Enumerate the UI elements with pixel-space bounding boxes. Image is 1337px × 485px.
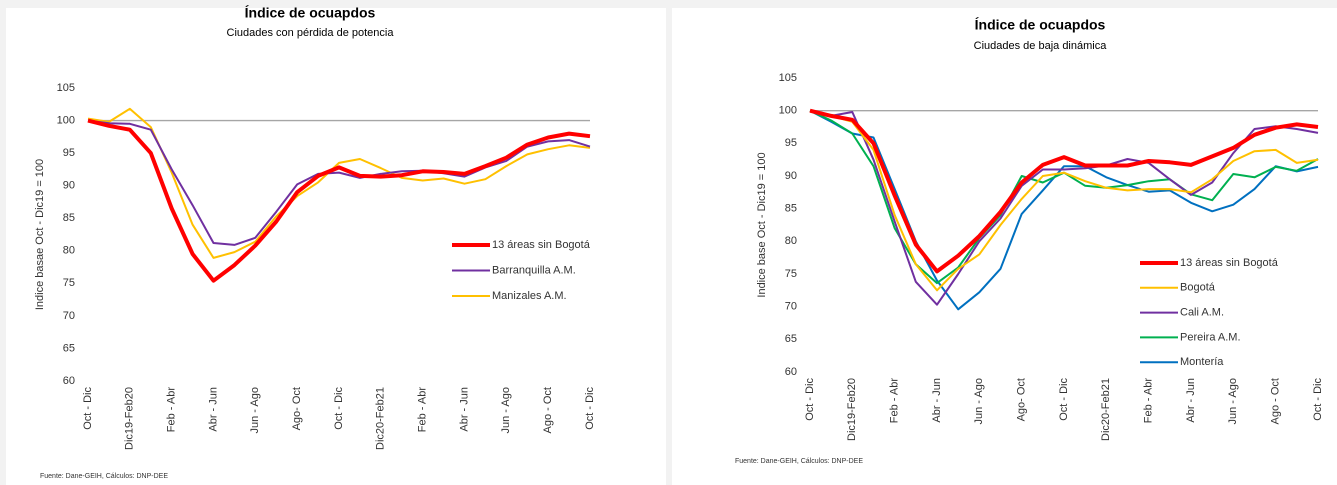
series-line <box>87 118 591 283</box>
series-line <box>809 108 1319 274</box>
x-tick-label: Jun - Ago <box>973 378 985 424</box>
y-tick-label: 80 <box>785 235 797 247</box>
y-tick-label: 65 <box>63 342 75 354</box>
source-note: Fuente: Dane-GEIH, Cálculos: DNP-DEE <box>735 458 863 465</box>
x-tick-label: Ago- Oct <box>1016 378 1028 421</box>
legend-label: Montería <box>1180 356 1224 368</box>
y-tick-label: 105 <box>57 82 75 94</box>
x-tick-label: Dic20-Feb21 <box>1100 378 1112 441</box>
x-tick-label: Jun - Ago <box>500 387 512 433</box>
y-tick-label: 85 <box>785 203 797 215</box>
right-panel <box>672 8 1337 485</box>
y-axis-label: Indice basae Oct - Dic19 = 100 <box>34 159 46 310</box>
chart-title: Índice de ocuapdos <box>975 17 1106 33</box>
y-tick-label: 100 <box>779 105 797 117</box>
x-tick-label: Abr - Jun <box>458 387 470 432</box>
x-tick-label: Abr - Jun <box>207 387 219 432</box>
y-tick-label: 60 <box>63 375 75 387</box>
x-tick-label: Oct - Dic <box>82 387 94 430</box>
left-panel <box>6 8 666 485</box>
legend-label: Barranquilla A.M. <box>492 264 576 276</box>
y-tick-label: 90 <box>63 180 75 192</box>
x-tick-label: Oct - Dic <box>1312 378 1324 421</box>
x-tick-label: Feb - Abr <box>1143 378 1155 424</box>
x-tick-label: Dic19-Feb20 <box>846 378 858 441</box>
x-tick-label: Oct - Dic <box>584 387 596 430</box>
y-tick-label: 90 <box>785 170 797 182</box>
source-note: Fuente: Dane-GEIH, Cálculos: DNP-DEE <box>40 473 168 480</box>
x-tick-label: Dic20-Feb21 <box>375 387 387 450</box>
y-tick-label: 65 <box>785 333 797 345</box>
x-tick-label: Feb - Abr <box>417 387 429 433</box>
series-line <box>809 109 1319 292</box>
legend-label: Pereira A.M. <box>1180 331 1241 343</box>
x-tick-label: Dic19-Feb20 <box>124 387 136 450</box>
legend-label: 13 áreas sin Bogotá <box>492 239 591 251</box>
legend-label: Manizales A.M. <box>492 290 567 302</box>
x-tick-label: Abr - Jun <box>1185 378 1197 423</box>
y-tick-label: 75 <box>785 268 797 280</box>
x-tick-label: Ago - Oct <box>542 387 554 433</box>
series-line <box>809 109 1319 311</box>
y-tick-label: 85 <box>63 212 75 224</box>
y-tick-label: 70 <box>785 301 797 313</box>
x-tick-label: Feb - Abr <box>166 387 178 433</box>
y-tick-label: 60 <box>785 366 797 378</box>
x-tick-label: Oct - Dic <box>804 378 816 421</box>
chart-subtitle: Ciudades de baja dinámica <box>974 40 1108 52</box>
y-tick-label: 75 <box>63 277 75 289</box>
series-line <box>87 119 591 246</box>
x-tick-label: Ago - Oct <box>1270 378 1282 424</box>
chart-title: Índice de ocuapdos <box>245 5 376 21</box>
y-tick-label: 95 <box>63 147 75 159</box>
legend-label: Cali A.M. <box>1180 307 1224 319</box>
x-tick-label: Jun - Ago <box>249 387 261 433</box>
series-line <box>87 107 591 259</box>
legend-label: Bogotá <box>1180 282 1216 294</box>
y-tick-label: 105 <box>779 72 797 84</box>
x-tick-label: Ago- Oct <box>291 387 303 430</box>
x-tick-label: Oct - Dic <box>1058 378 1070 421</box>
x-tick-label: Abr - Jun <box>931 378 943 423</box>
y-tick-label: 95 <box>785 137 797 149</box>
x-tick-label: Feb - Abr <box>889 378 901 424</box>
y-tick-label: 70 <box>63 310 75 322</box>
y-axis-label: Indice base Oct - Dic19 = 100 <box>756 152 768 297</box>
x-tick-label: Oct - Dic <box>333 387 345 430</box>
legend-label: 13 áreas sin Bogotá <box>1180 257 1279 269</box>
x-tick-label: Jun - Ago <box>1227 378 1239 424</box>
y-tick-label: 100 <box>57 114 75 126</box>
chart-subtitle: Ciudades con pérdida de potencia <box>227 27 395 39</box>
series-line <box>809 109 1319 306</box>
y-tick-label: 80 <box>63 245 75 257</box>
